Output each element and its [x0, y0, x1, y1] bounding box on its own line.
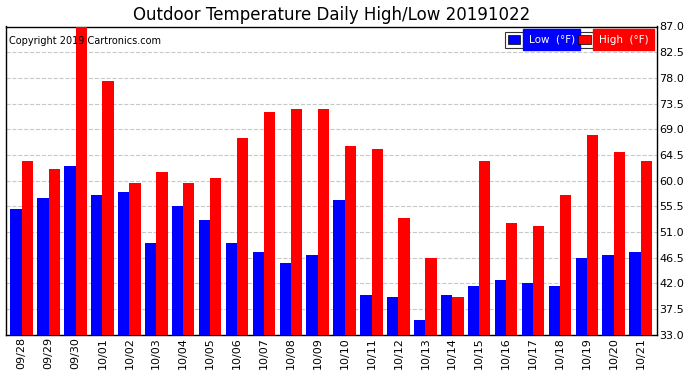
Text: Copyright 2019 Cartronics.com: Copyright 2019 Cartronics.com	[9, 36, 161, 46]
Bar	[145, 243, 156, 334]
Bar	[48, 169, 60, 334]
Bar	[468, 286, 479, 334]
Bar	[75, 27, 87, 334]
Bar	[64, 166, 75, 334]
Bar	[371, 149, 383, 334]
Bar	[549, 286, 560, 334]
Bar	[21, 160, 33, 334]
Bar	[129, 183, 141, 334]
Bar	[522, 283, 533, 334]
Bar	[398, 217, 410, 334]
Bar	[629, 252, 640, 334]
Bar	[317, 109, 329, 334]
Bar	[37, 198, 48, 334]
Bar	[306, 255, 317, 334]
Bar	[156, 172, 168, 334]
Bar	[172, 206, 183, 334]
Bar	[333, 201, 344, 334]
Bar	[533, 226, 544, 334]
Bar	[237, 138, 248, 334]
Bar	[102, 81, 114, 334]
Bar	[360, 295, 371, 334]
Bar	[425, 258, 437, 334]
Bar	[387, 297, 398, 334]
Bar	[613, 152, 625, 334]
Bar	[344, 146, 356, 334]
Bar	[452, 297, 464, 334]
Bar	[479, 160, 491, 334]
Bar	[91, 195, 102, 334]
Bar	[495, 280, 506, 334]
Bar	[183, 183, 195, 334]
Bar	[10, 209, 21, 334]
Bar	[414, 320, 425, 334]
Bar	[640, 160, 652, 334]
Legend: Low  (°F), High  (°F): Low (°F), High (°F)	[505, 32, 651, 48]
Bar	[575, 258, 586, 334]
Bar	[560, 195, 571, 334]
Bar	[199, 220, 210, 334]
Bar	[264, 112, 275, 334]
Title: Outdoor Temperature Daily High/Low 20191022: Outdoor Temperature Daily High/Low 20191…	[132, 6, 530, 24]
Bar	[253, 252, 264, 334]
Bar	[441, 295, 452, 334]
Bar	[118, 192, 129, 334]
Bar	[602, 255, 613, 334]
Bar	[226, 243, 237, 334]
Bar	[290, 109, 302, 334]
Bar	[506, 223, 518, 334]
Bar	[210, 178, 221, 334]
Bar	[586, 135, 598, 334]
Bar	[279, 263, 290, 334]
